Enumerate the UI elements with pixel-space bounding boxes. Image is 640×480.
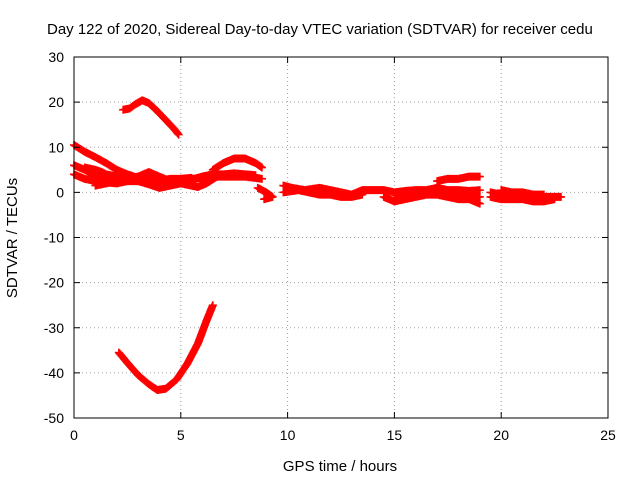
y-tick-label: 20 — [48, 94, 64, 110]
y-tick-label: 10 — [48, 139, 64, 155]
data-point — [475, 186, 484, 195]
data-point — [539, 190, 548, 199]
y-tick-label: -50 — [44, 410, 64, 426]
series-arc-e — [91, 172, 196, 190]
x-tick-label: 5 — [177, 427, 185, 443]
data-point — [208, 301, 217, 310]
y-tick-label: -10 — [44, 230, 64, 246]
data-point — [358, 190, 367, 199]
y-tick-label: 30 — [48, 49, 64, 65]
data-point — [475, 172, 484, 181]
series-arc-o — [497, 186, 548, 199]
data-point — [475, 199, 484, 208]
y-tick-label: -40 — [44, 365, 64, 381]
series-arc-g — [253, 183, 277, 204]
data-point — [257, 174, 266, 183]
x-axis-label: GPS time / hours — [283, 458, 397, 475]
grid — [74, 57, 608, 418]
y-tick-label: -30 — [44, 320, 64, 336]
series-arc-n — [486, 192, 559, 206]
chart-title: Day 122 of 2020, Sidereal Day-to-day VTE… — [47, 21, 593, 38]
data-points — [70, 96, 566, 395]
axes: 0 5 10 15 20 25 -50 -40 -30 -20 -10 0 10 20 30 — [44, 49, 616, 443]
x-tick-label: 15 — [387, 427, 403, 443]
series-arc-i — [279, 186, 367, 201]
data-point — [174, 130, 183, 139]
data-point — [260, 195, 269, 204]
data-point — [475, 192, 484, 201]
series-arc-high — [119, 96, 183, 139]
data-point — [550, 195, 559, 204]
series-arc-l — [433, 172, 484, 186]
y-tick-label: -20 — [44, 275, 64, 291]
x-tick-label: 20 — [493, 427, 509, 443]
data-point — [257, 163, 266, 172]
series-arc-low — [114, 301, 217, 395]
x-tick-label: 10 — [280, 427, 296, 443]
y-tick-label: 0 — [56, 184, 64, 200]
data-point — [187, 175, 196, 184]
x-tick-label: 25 — [600, 427, 616, 443]
series-arc-k — [390, 188, 484, 201]
data-point — [557, 192, 566, 201]
series-arc-f — [208, 154, 266, 174]
x-tick-label: 0 — [70, 427, 78, 443]
y-axis-label: SDTVAR / TECUs — [4, 178, 21, 298]
data-point — [173, 129, 182, 138]
